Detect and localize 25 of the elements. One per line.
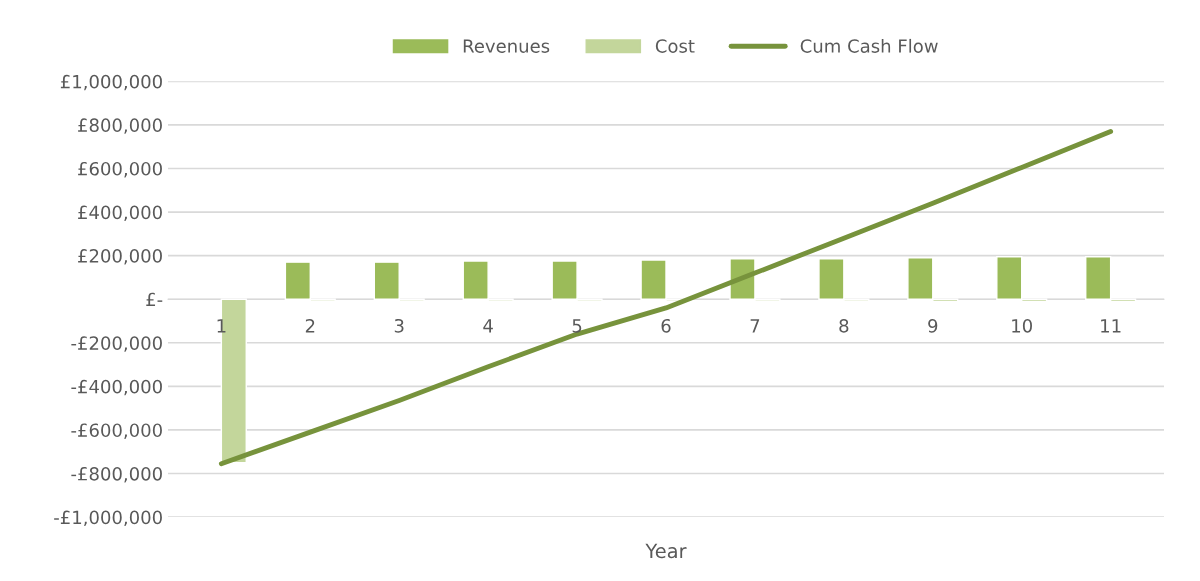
y-tick-label: -£200,000 [71,336,162,352]
x-tick-label: 6 [661,318,671,333]
x-tick-label: 7 [750,319,760,333]
x-axis-title: Year [645,543,687,559]
legend-label: Revenues [463,39,550,53]
y-tick-label: £800,000 [78,118,162,134]
x-tick-label: 10 [1012,318,1032,333]
x-tick-label: 11 [1101,319,1121,333]
y-tick-label: £600,000 [78,161,162,178]
x-tick-label: 9 [928,318,938,333]
y-tick-label: -£600,000 [71,423,162,439]
x-tick-label: 2 [305,318,315,333]
y-tick-label: -£800,000 [71,466,162,483]
x-tick-label: 8 [839,318,849,333]
x-tick-label: 4 [483,319,493,333]
legend-label: Cum Cash Flow [800,38,938,53]
y-tick-label: -£400,000 [71,379,162,396]
y-tick-label: £200,000 [78,249,162,265]
y-tick-label: £1,000,000 [60,74,162,91]
x-tick-label: 3 [394,318,404,333]
y-tick-label: £400,000 [78,205,162,222]
y-tick-label: -£1,000,000 [54,510,162,527]
y-tick-label: £- [146,292,163,307]
legend-label: Cost [655,39,695,53]
x-tick-label: 5 [572,319,582,333]
